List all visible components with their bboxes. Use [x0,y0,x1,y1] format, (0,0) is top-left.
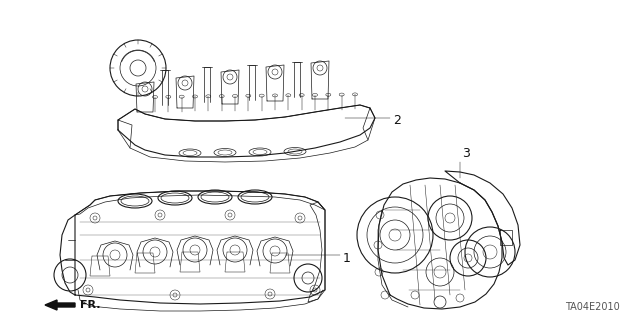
Text: 3: 3 [462,147,470,160]
Text: 2: 2 [393,115,401,128]
Text: FR.: FR. [80,300,100,310]
Text: 1: 1 [343,251,351,264]
Text: TA04E2010: TA04E2010 [565,302,620,312]
FancyArrow shape [45,300,75,310]
